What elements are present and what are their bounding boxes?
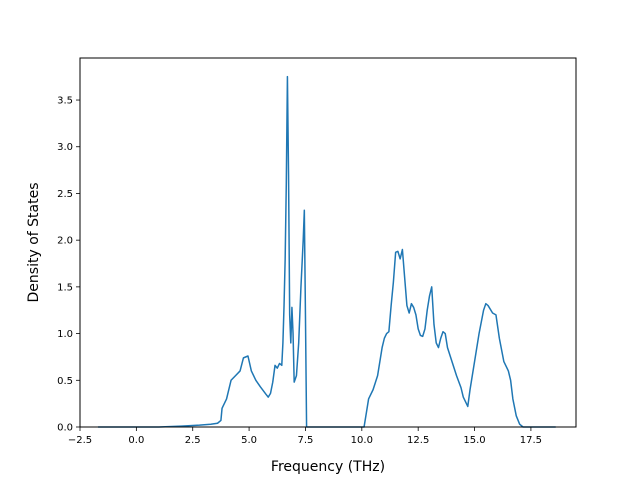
axes-frame	[79, 57, 577, 428]
y-tick-label: 3.5	[57, 96, 73, 107]
y-tick-label: 2.0	[57, 236, 73, 247]
x-tick-label: 12.5	[407, 435, 429, 446]
y-tick-label: 3.0	[57, 142, 73, 153]
x-tick-label: 10.0	[351, 435, 373, 446]
x-axis-label: Frequency (THz)	[271, 459, 385, 475]
dos-series-line-0	[98, 75, 556, 428]
axis-ticks: −2.5 0.0 2.5 5.0 7.5 10.0 12.5 15.0 17.50.00.51.…	[57, 96, 542, 446]
y-tick-label: 0.5	[57, 376, 73, 387]
y-tick-label: 1.0	[57, 329, 73, 340]
x-tick-label: 15.0	[463, 435, 485, 446]
x-tick-label: 5.0	[241, 435, 257, 446]
x-tick-label: −2.5	[68, 435, 92, 446]
x-tick-label: 7.5	[298, 435, 314, 446]
x-tick-label: 0.0	[128, 435, 144, 446]
y-tick-label: 0.0	[57, 423, 73, 434]
plot-area	[98, 75, 556, 428]
y-axis-label: Density of States	[26, 183, 42, 303]
x-tick-label: 2.5	[185, 435, 201, 446]
y-tick-label: 2.5	[57, 189, 73, 200]
y-tick-label: 1.5	[57, 282, 73, 293]
x-tick-label: 17.5	[520, 435, 542, 446]
